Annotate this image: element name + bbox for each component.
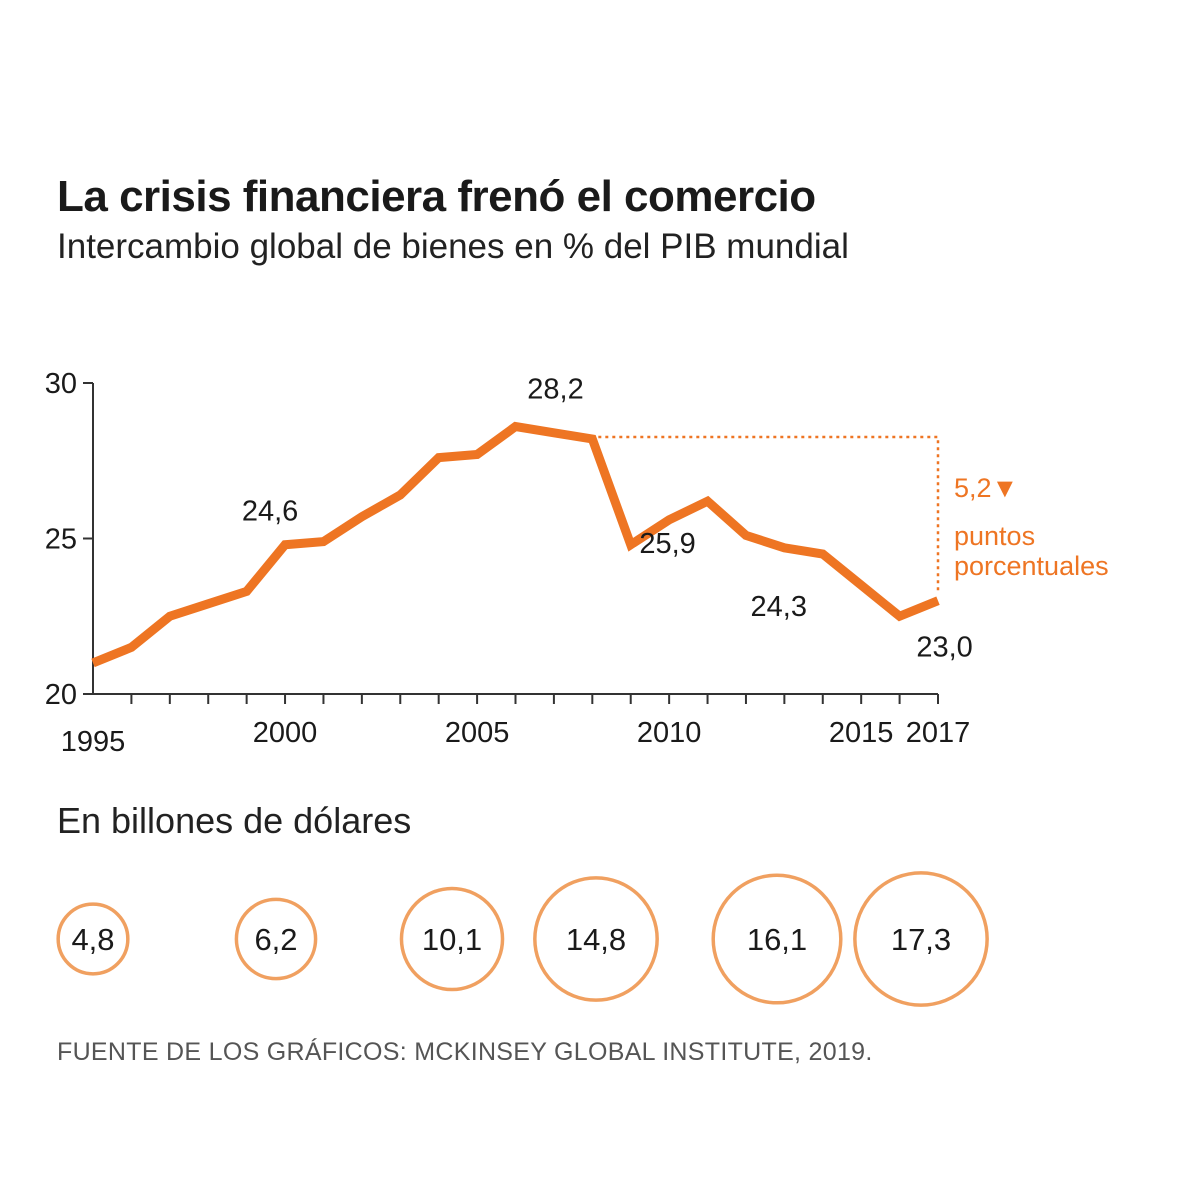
source-note: FUENTE DE LOS GRÁFICOS: MCKINSEY GLOBAL … — [57, 1038, 873, 1066]
circles-title: En billones de dólares — [57, 800, 412, 841]
bubble-label: 14,8 — [566, 922, 626, 957]
x-tick-label: 1995 — [61, 726, 126, 758]
page-title: La crisis financiera frenó el comercio — [57, 172, 816, 221]
bubble-label: 16,1 — [747, 922, 807, 957]
bubble-label: 6,2 — [254, 922, 297, 957]
y-tick-label: 20 — [45, 679, 77, 711]
value-bubble — [234, 897, 318, 981]
value-bubble — [533, 876, 659, 1002]
page-subtitle: Intercambio global de bienes en % del PI… — [57, 227, 849, 266]
y-tick-label: 30 — [45, 368, 77, 400]
x-tick-label: 2015 — [829, 717, 894, 749]
drop-text-label: porcentuales — [954, 551, 1109, 581]
value-bubble — [399, 886, 505, 992]
data-label: 28,2 — [527, 374, 583, 406]
value-bubble — [56, 902, 130, 976]
value-bubble — [711, 873, 843, 1005]
drop-value-label: 5,2▼ — [954, 473, 1018, 503]
y-tick-label: 25 — [45, 524, 77, 556]
bubble-label: 10,1 — [422, 922, 482, 957]
series-line — [91, 421, 940, 668]
data-label: 24,3 — [751, 591, 807, 623]
data-label: 23,0 — [916, 631, 972, 663]
x-tick-label: 2010 — [637, 717, 702, 749]
x-tick-label: 2005 — [445, 717, 510, 749]
drop-bracket — [598, 435, 940, 591]
data-label: 25,9 — [639, 528, 695, 560]
bubble-label: 4,8 — [71, 922, 114, 957]
x-tick-label: 2017 — [906, 717, 971, 749]
drop-text-label: puntos — [954, 521, 1035, 551]
x-tick-label: 2000 — [253, 717, 318, 749]
bubble-label: 17,3 — [891, 922, 951, 957]
value-bubble — [853, 871, 989, 1007]
data-label: 24,6 — [242, 496, 298, 528]
